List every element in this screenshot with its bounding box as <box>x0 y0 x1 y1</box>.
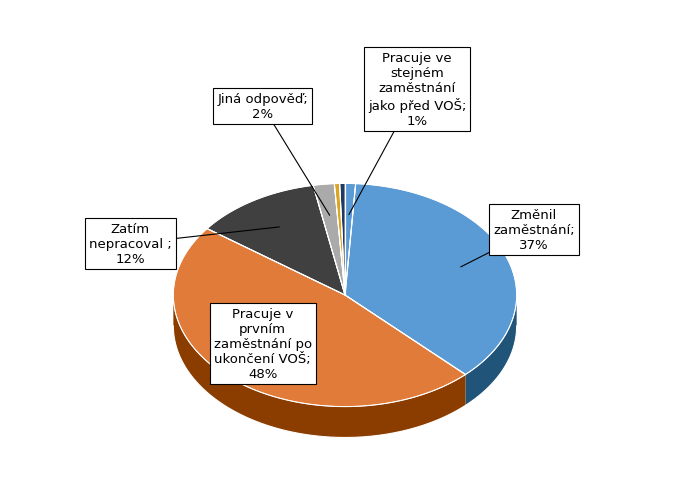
Text: Změnil
zaměstnání;
37%: Změnil zaměstnání; 37% <box>461 209 575 267</box>
Polygon shape <box>173 229 466 407</box>
Polygon shape <box>173 294 466 438</box>
Polygon shape <box>466 295 517 406</box>
Polygon shape <box>335 184 345 295</box>
Text: Jiná odpověď;
2%: Jiná odpověď; 2% <box>217 93 330 216</box>
Polygon shape <box>207 186 345 295</box>
Text: Pracuje ve
stejném
zaměstnání
jako před VOŠ;
1%: Pracuje ve stejném zaměstnání jako před … <box>349 52 466 215</box>
Text: Pracuje v
prvním
zaměstnání po
ukončení VOŠ;
48%: Pracuje v prvním zaměstnání po ukončení … <box>213 307 312 380</box>
Polygon shape <box>339 184 345 295</box>
Polygon shape <box>345 184 355 295</box>
Text: Zatím
nepracoval ;
12%: Zatím nepracoval ; 12% <box>89 223 279 265</box>
Polygon shape <box>345 184 517 375</box>
Polygon shape <box>313 184 345 295</box>
